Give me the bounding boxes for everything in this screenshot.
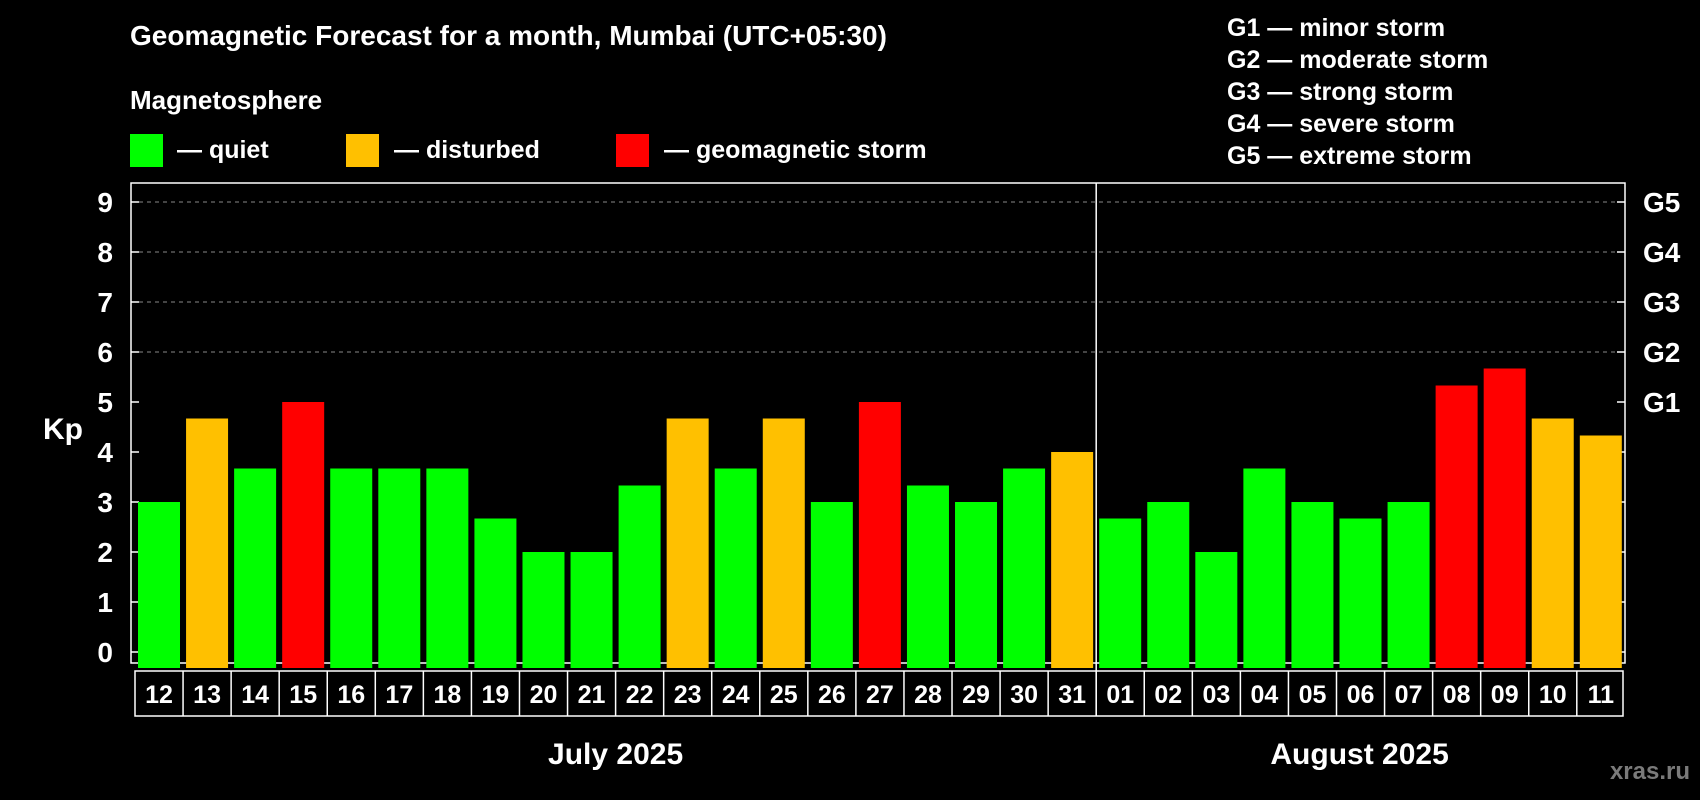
right-axis-label-g3: G3 xyxy=(1643,287,1680,318)
bar-13 xyxy=(714,468,757,668)
x-tick-label: 21 xyxy=(578,681,606,709)
legend-swatch-storm xyxy=(616,134,649,167)
x-tick-label: 06 xyxy=(1347,681,1375,709)
y-tick-label: 6 xyxy=(97,337,113,368)
x-tick-label: 10 xyxy=(1539,681,1567,709)
bar-3 xyxy=(234,468,277,668)
y-tick-label: 0 xyxy=(97,637,113,668)
y-axis-label: Kp xyxy=(43,413,83,446)
day-label-box xyxy=(134,670,1624,717)
x-tick-label: 29 xyxy=(962,681,990,709)
legend-label-disturbed: — disturbed xyxy=(394,136,540,164)
bar-7 xyxy=(426,468,469,668)
x-tick-label: 14 xyxy=(241,681,269,709)
bar-9 xyxy=(522,552,565,668)
legend-label-storm: — geomagnetic storm xyxy=(664,136,927,164)
x-tick-label: 05 xyxy=(1299,681,1327,709)
storm-scale-g1: G1 — minor storm xyxy=(1227,14,1446,42)
storm-scale-legend: G1 — minor storm G2 — moderate storm G3 … xyxy=(1227,12,1488,172)
x-tick-label: 08 xyxy=(1443,681,1471,709)
y-tick-label: 2 xyxy=(97,537,113,568)
y-tick-label: 8 xyxy=(97,237,113,268)
x-tick-label: 27 xyxy=(866,681,894,709)
watermark: xras.ru xyxy=(1609,758,1690,785)
bar-24 xyxy=(1243,468,1286,668)
bar-12 xyxy=(666,418,709,668)
bar-11 xyxy=(618,485,661,668)
x-tick-label: 01 xyxy=(1106,681,1134,709)
bar-31 xyxy=(1579,435,1622,668)
bar-20 xyxy=(1051,452,1094,668)
x-tick-label: 25 xyxy=(770,681,798,709)
right-axis-label-g1: G1 xyxy=(1643,387,1680,418)
bar-17 xyxy=(906,485,949,668)
bar-30 xyxy=(1531,418,1574,668)
x-tick-label: 11 xyxy=(1588,681,1615,709)
y-tick-label: 1 xyxy=(97,587,113,618)
bar-23 xyxy=(1195,552,1238,668)
y-tick-label: 3 xyxy=(97,487,113,518)
x-tick-label: 09 xyxy=(1491,681,1519,709)
bar-26 xyxy=(1339,518,1382,668)
bar-5 xyxy=(330,468,373,668)
bar-1 xyxy=(138,502,180,668)
y-tick-label: 7 xyxy=(97,287,113,318)
x-tick-label: 07 xyxy=(1395,681,1423,709)
chart-title: Geomagnetic Forecast for a month, Mumbai… xyxy=(130,20,887,51)
bar-21 xyxy=(1099,518,1142,668)
x-tick-label: 16 xyxy=(337,681,365,709)
x-tick-label: 18 xyxy=(433,681,461,709)
x-tick-label: 15 xyxy=(289,681,317,709)
bar-28 xyxy=(1435,385,1478,668)
x-tick-label: 03 xyxy=(1202,681,1230,709)
storm-scale-g2: G2 — moderate storm xyxy=(1227,46,1489,74)
x-tick-label: 20 xyxy=(530,681,558,709)
x-tick-label: 28 xyxy=(914,681,942,709)
month-label-august: August 2025 xyxy=(1270,738,1448,771)
month-label-july: July 2025 xyxy=(548,738,683,771)
bar-14 xyxy=(762,418,805,668)
bar-25 xyxy=(1291,502,1334,668)
bar-10 xyxy=(570,552,613,668)
right-axis-label-g2: G2 xyxy=(1643,337,1680,368)
bar-18 xyxy=(955,502,998,668)
x-tick-label: 26 xyxy=(818,681,846,709)
x-tick-label: 04 xyxy=(1251,681,1279,709)
storm-scale-g5: G5 — extreme storm xyxy=(1227,142,1472,170)
x-tick-label: 24 xyxy=(722,681,750,709)
y-tick-label: 5 xyxy=(97,387,113,418)
bar-6 xyxy=(378,468,421,668)
storm-scale-g3: G3 — strong storm xyxy=(1227,78,1454,106)
x-tick-label: 30 xyxy=(1010,681,1038,709)
bar-15 xyxy=(810,502,853,668)
x-tick-label: 13 xyxy=(193,681,221,709)
legend-swatch-disturbed xyxy=(346,134,379,167)
x-tick-label: 19 xyxy=(482,681,510,709)
x-tick-label: 12 xyxy=(145,681,173,709)
right-axis-label-g4: G4 xyxy=(1643,237,1681,268)
bar-4 xyxy=(282,402,325,668)
y-tick-label: 4 xyxy=(97,437,113,468)
right-axis-label-g5: G5 xyxy=(1643,187,1680,218)
bar-22 xyxy=(1147,502,1190,668)
bar-27 xyxy=(1387,502,1430,668)
x-tick-label: 02 xyxy=(1154,681,1182,709)
bar-29 xyxy=(1483,368,1526,668)
bar-8 xyxy=(474,518,517,668)
y-tick-label: 9 xyxy=(97,187,113,218)
bar-2 xyxy=(186,418,229,668)
x-tick-label: 31 xyxy=(1058,681,1086,709)
x-tick-label: 22 xyxy=(626,681,654,709)
bar-16 xyxy=(858,402,901,668)
legend-swatch-quiet xyxy=(130,134,163,167)
legend-label-quiet: — quiet xyxy=(177,136,269,164)
bar-19 xyxy=(1003,468,1046,668)
chart-subtitle: Magnetosphere xyxy=(130,85,323,115)
x-tick-label: 23 xyxy=(674,681,702,709)
storm-scale-g4: G4 — severe storm xyxy=(1227,110,1455,138)
x-tick-label: 17 xyxy=(385,681,413,709)
